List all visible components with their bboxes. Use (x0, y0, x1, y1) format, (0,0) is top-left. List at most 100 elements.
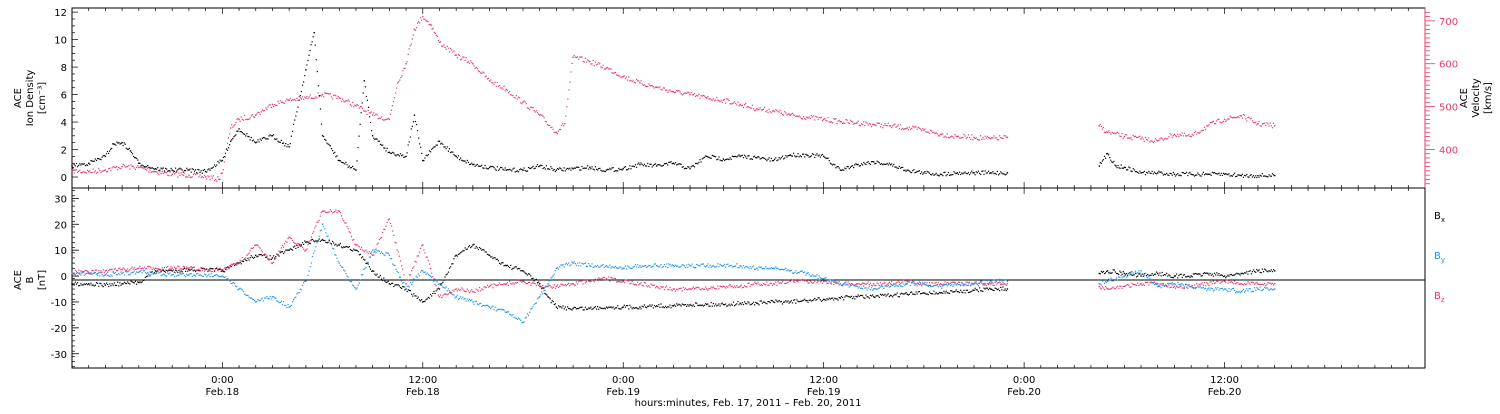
density-series-dot (240, 131, 241, 132)
density-series-dot (717, 159, 718, 160)
density-series-dot (922, 174, 923, 175)
by-series-dot (158, 272, 159, 273)
density-series-dot (158, 170, 159, 171)
bx-series-dot (1188, 276, 1189, 277)
bx-series-dot (703, 305, 704, 306)
bz-series-dot (642, 285, 643, 286)
bx-series-dot (1192, 276, 1193, 277)
bx-series-dot (1261, 272, 1262, 273)
velocity-series-dot (807, 118, 808, 119)
by-series-dot (119, 274, 120, 275)
bz-series-dot (797, 281, 798, 282)
density-series-dot (655, 163, 656, 164)
bx-series-dot (466, 249, 467, 250)
velocity-series-dot (528, 108, 529, 109)
velocity-series-dot (495, 82, 496, 83)
bx-series-dot (135, 281, 136, 282)
bz-series-dot (487, 285, 488, 286)
bz-series-dot (174, 267, 175, 268)
density-series-dot (581, 166, 582, 167)
bx-series-dot (643, 306, 644, 307)
bx-series-dot (654, 305, 655, 306)
bx-series-dot (209, 268, 210, 269)
bx-series-dot (871, 295, 872, 296)
velocity-series-dot (598, 62, 599, 63)
bx-series-dot (96, 282, 97, 283)
bz-series-dot (173, 270, 174, 271)
density-series-point (355, 169, 356, 170)
velocity-series-dot (518, 97, 519, 98)
bx-series-dot (243, 261, 244, 262)
bz-series-dot (800, 280, 801, 281)
by-series-dot (164, 274, 165, 275)
bx-series-dot (464, 247, 465, 248)
velocity-series-dot (1230, 116, 1231, 117)
density-series-dot (336, 155, 337, 156)
velocity-series-dot (1166, 138, 1167, 139)
bx-series-dot (295, 248, 296, 249)
density-series-dot (517, 170, 518, 171)
by-series-point (489, 306, 490, 307)
bz-series-dot (309, 241, 310, 242)
bz-series-dot (745, 286, 746, 287)
bx-series-dot (645, 306, 646, 307)
bx-series-dot (1250, 270, 1251, 271)
bx-series-dot (144, 279, 145, 280)
bx-series-dot (713, 303, 714, 304)
density-series-dot (801, 156, 802, 157)
bz-series-dot (785, 283, 786, 284)
density-series-dot (295, 115, 296, 116)
velocity-series-dot (911, 128, 912, 129)
density-series-dot (366, 96, 367, 97)
by-series-point (656, 265, 657, 266)
density-series-dot (819, 154, 820, 155)
velocity-series-dot (108, 168, 109, 169)
density-series-dot (560, 168, 561, 169)
velocity-series-dot (1231, 117, 1232, 118)
bz-series-dot (1183, 287, 1184, 288)
by-series-dot (535, 303, 536, 304)
density-series-dot (660, 165, 661, 166)
density-series-dot (884, 164, 885, 165)
density-series-dot (401, 155, 402, 156)
bz-series-dot (231, 264, 232, 265)
bz-series-dot (895, 283, 896, 284)
velocity-series-dot (744, 104, 745, 105)
density-series-dot (225, 153, 226, 154)
by-series-dot (340, 265, 341, 266)
velocity-series-dot (214, 180, 215, 181)
bx-series-dot (270, 255, 271, 256)
density-series-dot (1272, 173, 1273, 174)
bz-series-dot (424, 252, 425, 253)
bx-series-dot (1185, 276, 1186, 277)
density-series-dot (946, 175, 947, 176)
bx-series-dot (509, 267, 510, 268)
by-series-dot (409, 286, 410, 287)
velocity-series-dot (186, 176, 187, 177)
bx-series-dot (875, 296, 876, 297)
by-series-dot (146, 273, 147, 274)
bz-series-dot (201, 268, 202, 269)
bz-series-dot (400, 260, 401, 261)
bz-series-dot (101, 272, 102, 273)
velocity-series-dot (961, 137, 962, 138)
bx-series-dot (550, 298, 551, 299)
bz-series-dot (866, 283, 867, 284)
bz-series-dot (1134, 284, 1135, 285)
by-series-dot (227, 278, 228, 279)
density-series-dot (1199, 175, 1200, 176)
bx-series-point (121, 283, 122, 284)
bz-series-dot (1221, 282, 1222, 283)
bz-series-dot (292, 240, 293, 241)
by-series-dot (548, 280, 549, 281)
velocity-series-dot (761, 109, 762, 110)
bx-series-dot (448, 272, 449, 273)
velocity-series-dot (809, 116, 810, 117)
density-series-dot (467, 160, 468, 161)
density-series-dot (738, 154, 739, 155)
bz-series-dot (872, 285, 873, 286)
bz-series-dot (551, 287, 552, 288)
velocity-series-dot (258, 112, 259, 113)
velocity-series-dot (958, 136, 959, 137)
velocity-series-dot (775, 109, 776, 110)
